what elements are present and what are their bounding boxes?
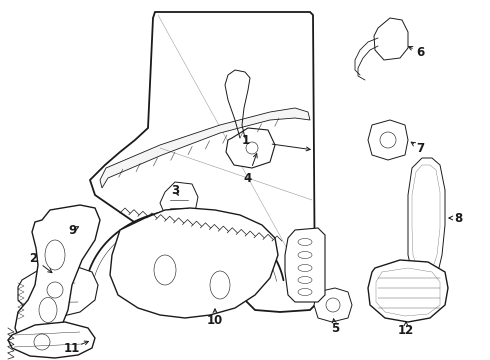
Text: 9: 9	[68, 224, 76, 237]
Polygon shape	[368, 260, 448, 322]
Polygon shape	[285, 228, 325, 302]
Text: 3: 3	[171, 184, 179, 197]
Polygon shape	[100, 108, 310, 188]
Polygon shape	[18, 265, 98, 318]
Polygon shape	[15, 205, 100, 345]
Text: 11: 11	[64, 342, 80, 355]
Text: 4: 4	[244, 171, 252, 184]
Text: 8: 8	[454, 211, 462, 225]
Text: 7: 7	[416, 141, 424, 154]
Polygon shape	[110, 208, 278, 318]
Polygon shape	[90, 12, 315, 312]
Polygon shape	[368, 120, 408, 160]
Polygon shape	[160, 182, 198, 220]
Text: 2: 2	[29, 252, 37, 265]
Text: 1: 1	[242, 134, 249, 147]
Polygon shape	[8, 322, 95, 358]
Polygon shape	[226, 128, 275, 168]
Text: 6: 6	[416, 45, 424, 58]
Text: 12: 12	[398, 324, 414, 337]
Polygon shape	[314, 288, 352, 322]
Polygon shape	[374, 18, 408, 60]
Text: 5: 5	[331, 321, 339, 334]
Text: 10: 10	[207, 314, 223, 327]
Polygon shape	[408, 158, 445, 278]
